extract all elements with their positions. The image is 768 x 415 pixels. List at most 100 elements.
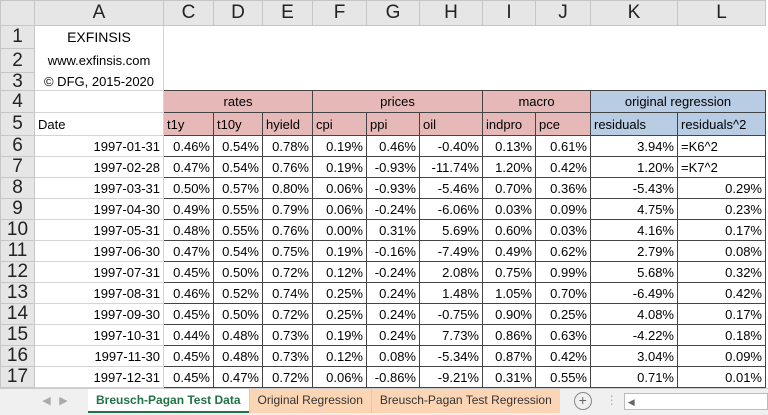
brand-copyright[interactable]: © DFG, 2015-2020 [34,72,164,91]
column-header-j[interactable]: J [535,0,591,26]
date-cell[interactable]: 1997-11-30 [34,345,164,367]
date-cell[interactable]: 1997-01-31 [34,135,164,157]
value-cell-cpi[interactable]: 0.00% [312,219,367,241]
value-cell-residuals[interactable]: 4.16% [590,219,678,241]
value-cell-oil[interactable]: 5.69% [419,219,483,241]
value-cell-ppi[interactable]: -0.93% [366,156,420,178]
value-cell-indpro[interactable]: 1.20% [482,156,536,178]
row-header[interactable]: 1 [0,25,35,49]
value-cell-t10y[interactable]: 0.55% [213,198,263,220]
value-cell-t1y[interactable]: 0.48% [163,219,214,241]
value-cell-residuals-sq2[interactable]: 0.29% [677,177,766,199]
value-cell-hyield[interactable]: 0.74% [262,282,313,304]
value-cell-hyield[interactable]: 0.73% [262,324,313,346]
empty-area[interactable] [164,49,766,73]
value-cell-indpro[interactable]: 0.03% [482,198,536,220]
brand-name[interactable]: EXFINSIS [34,25,164,49]
header-date[interactable]: Date [34,112,164,136]
row-header[interactable]: 12 [0,261,35,283]
date-cell[interactable]: 1997-10-31 [34,324,164,346]
value-cell-oil[interactable]: -5.34% [419,345,483,367]
value-cell-oil[interactable]: -11.74% [419,156,483,178]
header-t1y[interactable]: t1y [163,112,214,136]
value-cell-pce[interactable]: 0.63% [535,324,591,346]
value-cell-residuals[interactable]: 5.68% [590,261,678,283]
value-cell-hyield[interactable]: 0.76% [262,219,313,241]
value-cell-pce[interactable]: 0.25% [535,303,591,325]
value-cell-oil[interactable]: 7.73% [419,324,483,346]
value-cell-t10y[interactable]: 0.54% [213,156,263,178]
add-sheet-icon[interactable]: + [573,392,592,410]
value-cell-t1y[interactable]: 0.50% [163,177,214,199]
value-cell-t10y[interactable]: 0.50% [213,261,263,283]
value-cell-t1y[interactable]: 0.45% [163,261,214,283]
row-header[interactable]: 13 [0,282,35,304]
value-cell-t10y[interactable]: 0.47% [213,366,263,388]
value-cell-pce[interactable]: 0.99% [535,261,591,283]
value-cell-residuals-sq2[interactable]: 0.09% [677,345,766,367]
column-header-g[interactable]: G [366,0,420,26]
header-residuals[interactable]: residuals [590,112,678,136]
column-header-d[interactable]: D [213,0,263,26]
value-cell-residuals-sq2[interactable]: =K6^2 [677,135,766,157]
value-cell-pce[interactable]: 0.03% [535,219,591,241]
value-cell-pce[interactable]: 0.42% [535,345,591,367]
value-cell-hyield[interactable]: 0.72% [262,261,313,283]
value-cell-residuals-sq2[interactable]: 0.17% [677,219,766,241]
value-cell-pce[interactable]: 0.09% [535,198,591,220]
row-header[interactable]: 6 [0,135,35,157]
value-cell-t1y[interactable]: 0.47% [163,156,214,178]
empty-area[interactable] [164,26,766,49]
row-header[interactable]: 11 [0,240,35,262]
value-cell-cpi[interactable]: 0.06% [312,198,367,220]
column-header-a[interactable]: A [34,0,164,26]
column-header-f[interactable]: F [312,0,367,26]
value-cell-ppi[interactable]: 0.24% [366,282,420,304]
column-header-e[interactable]: E [262,0,313,26]
value-cell-cpi[interactable]: 0.12% [312,345,367,367]
value-cell-residuals-sq2[interactable]: 0.42% [677,282,766,304]
value-cell-residuals[interactable]: 4.08% [590,303,678,325]
header-cpi[interactable]: cpi [312,112,367,136]
empty-area[interactable] [164,73,766,91]
value-cell-t1y[interactable]: 0.47% [163,240,214,262]
column-header-l[interactable]: L [677,0,766,26]
header-residuals-sq2[interactable]: residuals^2 [677,112,766,136]
header-t10y[interactable]: t10y [213,112,263,136]
value-cell-ppi[interactable]: 0.46% [366,135,420,157]
value-cell-hyield[interactable]: 0.75% [262,240,313,262]
next-sheet-icon[interactable]: ▶ [59,395,68,407]
value-cell-hyield[interactable]: 0.79% [262,198,313,220]
value-cell-indpro[interactable]: 0.49% [482,240,536,262]
value-cell-t1y[interactable]: 0.44% [163,324,214,346]
value-cell-residuals-sq2[interactable]: 0.18% [677,324,766,346]
value-cell-t10y[interactable]: 0.57% [213,177,263,199]
value-cell-t1y[interactable]: 0.46% [163,282,214,304]
value-cell-residuals[interactable]: 3.94% [590,135,678,157]
header-indpro[interactable]: indpro [482,112,536,136]
column-header-h[interactable]: H [419,0,483,26]
date-cell[interactable]: 1997-05-31 [34,219,164,241]
value-cell-cpi[interactable]: 0.19% [312,156,367,178]
value-cell-ppi[interactable]: 0.31% [366,219,420,241]
value-cell-hyield[interactable]: 0.78% [262,135,313,157]
select-all-corner[interactable] [0,0,35,26]
value-cell-oil[interactable]: 1.48% [419,282,483,304]
value-cell-pce[interactable]: 0.42% [535,156,591,178]
date-cell[interactable]: 1997-09-30 [34,303,164,325]
row-header[interactable]: 17 [0,366,35,388]
header-ppi[interactable]: ppi [366,112,420,136]
group-prices[interactable]: prices [312,90,483,113]
value-cell-indpro[interactable]: 0.86% [482,324,536,346]
tab-split-handle[interactable]: ⋮ [605,393,618,407]
header-hyield[interactable]: hyield [262,112,313,136]
value-cell-indpro[interactable]: 0.90% [482,303,536,325]
tab-breusch-pagan-test-data[interactable]: Breusch-Pagan Test Data [88,389,249,413]
value-cell-hyield[interactable]: 0.76% [262,156,313,178]
date-cell[interactable]: 1997-03-31 [34,177,164,199]
value-cell-oil[interactable]: -0.40% [419,135,483,157]
value-cell-t10y[interactable]: 0.48% [213,324,263,346]
tab-original-regression[interactable]: Original Regression [248,389,371,413]
row-header[interactable]: 5 [0,112,35,136]
value-cell-residuals-sq2[interactable]: 0.32% [677,261,766,283]
